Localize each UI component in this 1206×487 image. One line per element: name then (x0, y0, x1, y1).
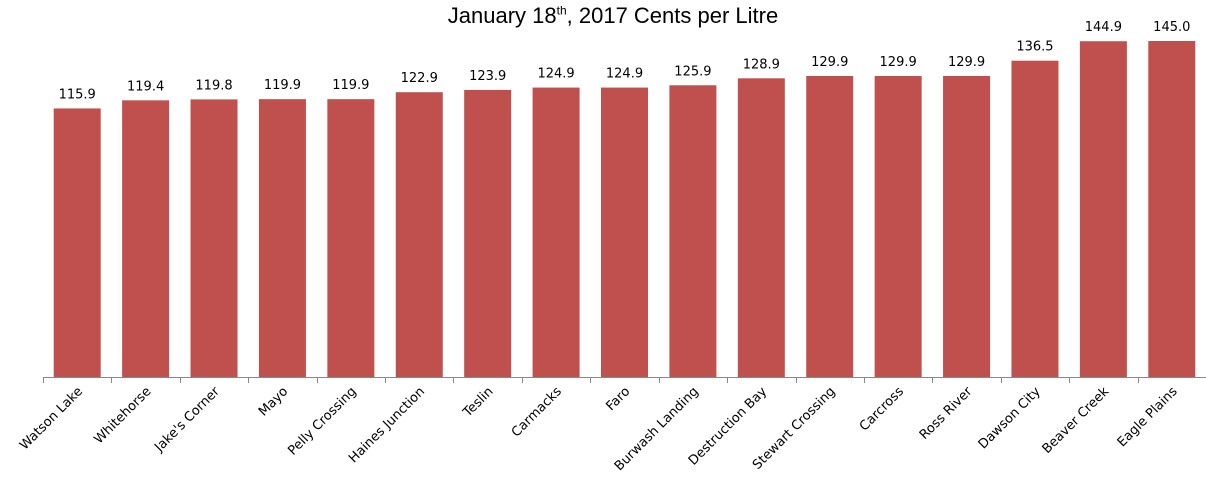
category-label: Haines Junction (346, 384, 428, 466)
category-label: Eagle Plains (1115, 384, 1181, 450)
bar (669, 85, 717, 377)
data-label: 122.9 (401, 71, 438, 86)
data-label: 115.9 (59, 87, 96, 102)
data-label: 119.9 (264, 78, 301, 93)
bar (806, 75, 854, 377)
bar (874, 75, 922, 377)
chart-title-rest: , 2017 Cents per Litre (566, 3, 779, 28)
bar (1079, 41, 1127, 378)
bar (532, 87, 580, 378)
bar (1011, 60, 1059, 377)
bars-layer (53, 41, 1196, 378)
bar (737, 78, 785, 377)
category-label: Watson Lake (17, 384, 86, 453)
chart-title-main: January 18 (447, 3, 557, 28)
bar (190, 99, 238, 378)
bar (464, 89, 512, 377)
bar (53, 108, 101, 377)
category-label: Beaver Creek (1040, 384, 1113, 457)
category-label: Pelly Crossing (285, 384, 359, 458)
data-label: 129.9 (948, 55, 985, 70)
category-label: Carmacks (509, 384, 565, 440)
bar (327, 99, 375, 378)
bar (395, 92, 443, 378)
data-label: 145.0 (1153, 20, 1190, 35)
data-label: 119.9 (332, 78, 369, 93)
data-label: 123.9 (469, 69, 506, 84)
chart-title-superscript: th (556, 3, 567, 18)
category-label: Dawson City (976, 384, 1044, 452)
category-label: Whitehorse (91, 384, 154, 447)
category-label: Jake's Corner (151, 384, 223, 456)
data-label: 144.9 (1085, 20, 1122, 35)
category-label: Carcross (857, 384, 907, 434)
data-label: 119.8 (195, 78, 232, 93)
bar (122, 100, 170, 377)
data-label: 119.4 (127, 79, 164, 94)
bar (258, 99, 306, 378)
data-label: 136.5 (1016, 40, 1053, 55)
data-label: 124.9 (537, 67, 574, 82)
data-label: 129.9 (811, 55, 848, 70)
data-label: 124.9 (606, 67, 643, 82)
category-label: Teslin (460, 384, 497, 421)
chart-title: January 18th, 2017 Cents per Litre (0, 3, 1206, 29)
data-label: 128.9 (743, 57, 780, 72)
bar (601, 87, 648, 378)
x-axis (43, 377, 1206, 383)
category-label: Faro (603, 384, 633, 414)
data-label: 129.9 (880, 55, 917, 70)
category-label: Mayo (256, 384, 291, 419)
category-label: Ross River (917, 384, 976, 443)
data-label: 125.9 (674, 64, 711, 79)
bar (1148, 41, 1196, 377)
bar (943, 75, 991, 377)
